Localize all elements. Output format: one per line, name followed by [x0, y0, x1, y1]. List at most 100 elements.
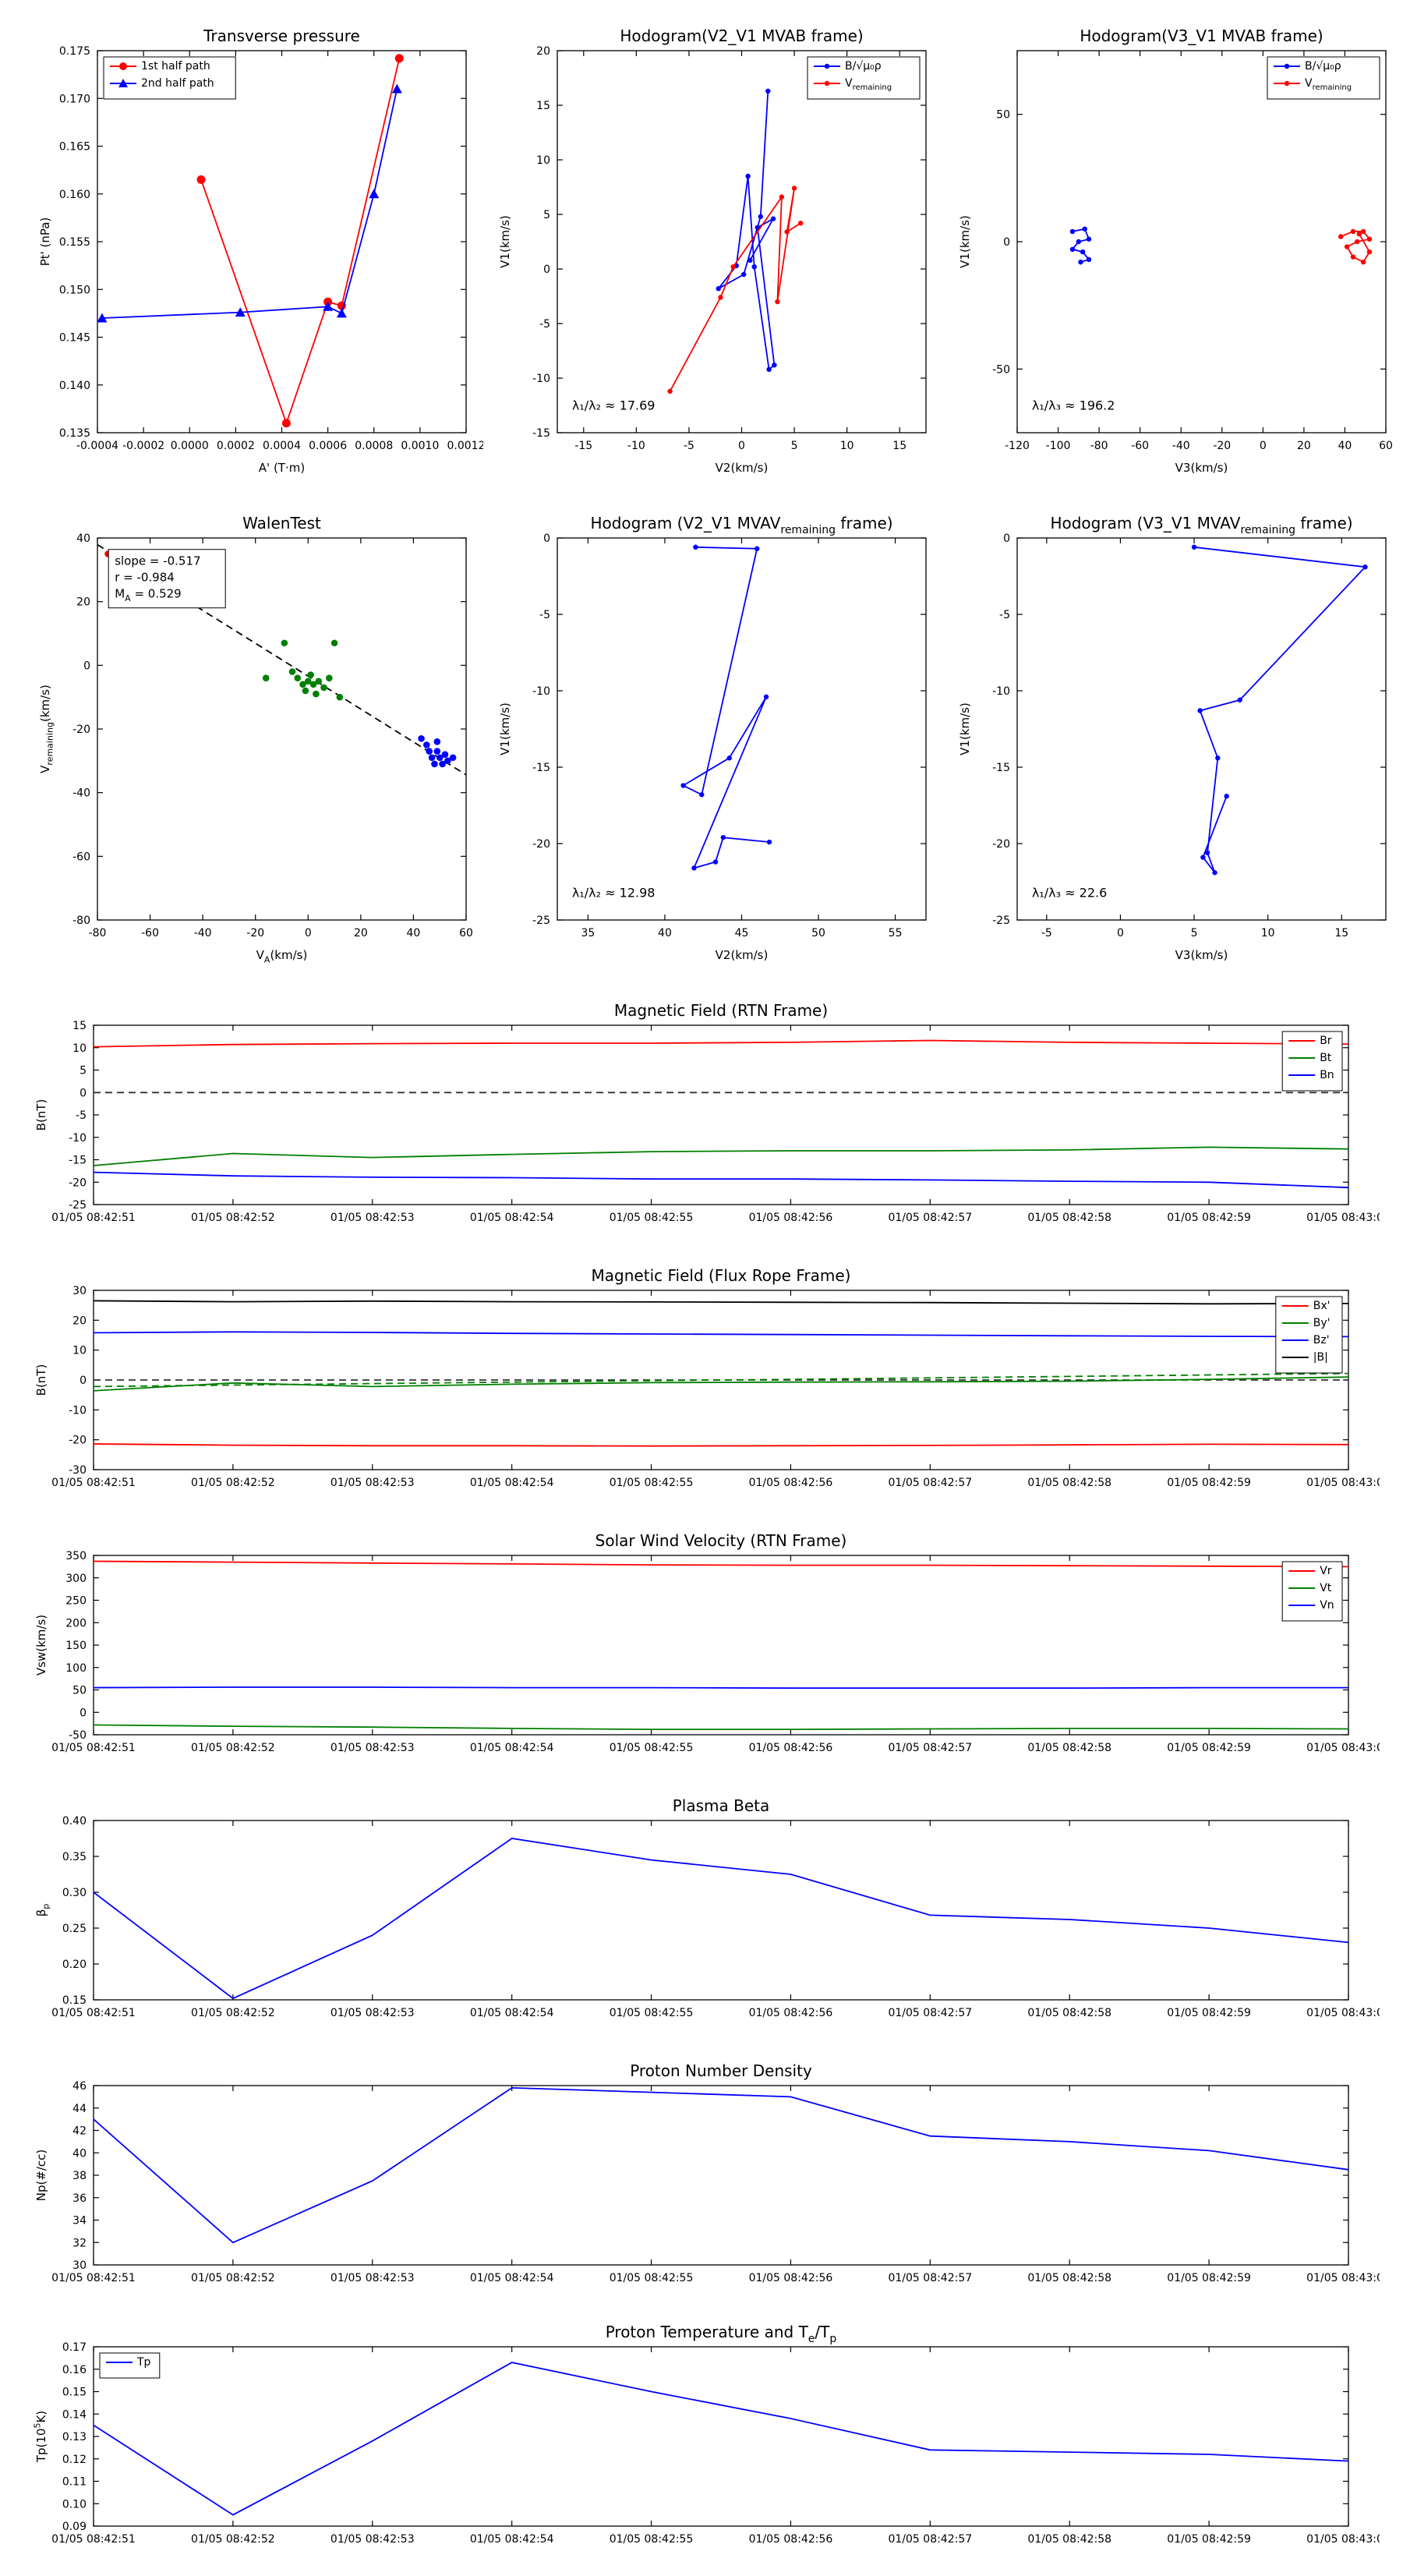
y-tick-label: 0.135 — [59, 427, 90, 440]
y-tick-label: -15 — [992, 762, 1010, 774]
y-tick-label: -40 — [72, 787, 90, 800]
axes-frame — [93, 2085, 1349, 2266]
y-tick-label: 20 — [536, 45, 550, 58]
x-tick-label: 01/05 08:42:58 — [1027, 1212, 1111, 1224]
x-tick-label: 01/05 08:42:51 — [51, 1742, 136, 1754]
legend-label: Tp — [136, 2356, 151, 2369]
y-tick-label: 0.140 — [59, 380, 90, 392]
series-Tp — [93, 2362, 1349, 2516]
x-tick-label: 01/05 08:42:52 — [191, 2533, 275, 2546]
x-tick-label: 01/05 08:42:55 — [610, 1212, 694, 1224]
x-tick-label: 01/05 08:42:56 — [749, 2533, 833, 2546]
chart-svg-proton-density: Proton Number Density 01/05 08:42:51 01/05… — [34, 2061, 1391, 2284]
y-axis-label: Vremaining(km/s) — [38, 685, 55, 773]
x-tick-label: 01/05 08:42:54 — [470, 1742, 554, 1754]
y-tick-label: 20 — [72, 1315, 87, 1327]
x-tick-label: -80 — [89, 927, 107, 939]
y-tick-label: 0.160 — [59, 189, 90, 201]
x-tick-label: 01/05 08:42:55 — [610, 2272, 694, 2284]
annotation: λ₁/λ₂ ≈ 12.98 — [572, 886, 656, 901]
x-tick-label: 01/05 08:42:55 — [610, 2533, 694, 2546]
series-B/√μ₀ρ — [718, 90, 776, 371]
chart-svg-proton-temp: Proton Temperature and Te/Tp 01/05 08:42:… — [32, 2323, 1391, 2546]
chart-svg-hodogram-v2v1-mvav: Hodogram (V2_V1 MVAVremaining frame) 35 40… — [498, 514, 927, 962]
axes-frame — [93, 1024, 1349, 1205]
chart-proton-density: Proton Number Density 01/05 08:42:51 01/05… — [23, 2051, 1391, 2312]
x-tick-label: 01/05 08:42:59 — [1167, 1477, 1251, 1489]
x-tick-label: -20 — [1213, 440, 1231, 452]
x-tick-label: 01/05 08:42:52 — [191, 1742, 275, 1754]
chart-transverse-pressure: Transverse pressure -0.0004 -0.0002 0.0000 0… — [23, 12, 486, 491]
y-tick-label: -50 — [69, 1729, 87, 1742]
y-tick-label: 0 — [1003, 533, 1010, 545]
x-tick-label: 01/05 08:42:59 — [1167, 1212, 1251, 1224]
x-tick-label: 01/05 08:43:00 — [1306, 2007, 1380, 2019]
y-tick-label: 0.14 — [62, 2408, 87, 2421]
x-tick-label: -40 — [194, 927, 212, 939]
y-tick-label: -50 — [992, 363, 1010, 376]
y-tick-label: 10 — [72, 1345, 87, 1357]
legend-label: 2nd half path — [141, 77, 214, 90]
y-tick-label: -5 — [539, 318, 550, 331]
series-Bn — [93, 1171, 1349, 1189]
legend-label: Vt — [1320, 1582, 1332, 1594]
axes-frame — [97, 50, 467, 433]
y-tick-label: -20 — [69, 1435, 87, 1447]
x-tick-label: 01/05 08:42:57 — [888, 2007, 972, 2019]
legend-label: B/√μ₀ρ — [845, 60, 882, 73]
x-tick-label: 0.0000 — [171, 440, 209, 452]
y-tick-label: 200 — [65, 1617, 87, 1629]
x-tick-label: 40 — [407, 927, 421, 939]
x-tick-label: 01/05 08:42:54 — [470, 2272, 554, 2284]
y-tick-label: 0.150 — [59, 284, 90, 296]
annotation: λ₁/λ₂ ≈ 17.69 — [572, 398, 656, 413]
chart-title: Hodogram (V2_V1 MVAVremaining frame) — [590, 514, 892, 536]
y-tick-label: 0.11 — [62, 2476, 87, 2489]
series-Br — [93, 1039, 1349, 1048]
x-tick-label: 01/05 08:42:59 — [1167, 2533, 1251, 2546]
x-tick-label: 01/05 08:42:59 — [1167, 2272, 1251, 2284]
x-tick-label: 15 — [892, 440, 906, 452]
x-tick-label: 01/05 08:42:53 — [330, 1477, 415, 1489]
x-tick-label: -0.0002 — [122, 440, 164, 452]
annotation: λ₁/λ₃ ≈ 22.6 — [1032, 886, 1107, 901]
y-tick-label: 250 — [65, 1595, 87, 1608]
legend-label: Vr — [1320, 1565, 1332, 1577]
x-tick-label: -120 — [1005, 440, 1030, 452]
x-tick-label: 20 — [1297, 440, 1311, 452]
y-tick-label: -10 — [532, 685, 550, 698]
axes-frame — [93, 2346, 1349, 2527]
y-tick-label: -10 — [992, 685, 1010, 698]
y-axis-label: Np(#/cc) — [34, 2150, 48, 2202]
series-V_{remaining} — [1340, 230, 1371, 264]
x-tick-label: 01/05 08:43:00 — [1306, 1212, 1380, 1224]
chart-svg-pressure: Transverse pressure -0.0004 -0.0002 0.0000 0… — [38, 27, 486, 475]
chart-svg-walen-test: WalenTest -80 -60 -40 -20 0 20 40 60 -80 -60 -40 -20… — [38, 514, 473, 965]
y-axis-label: B(nT) — [34, 1099, 48, 1131]
legend-label: Bx' — [1313, 1300, 1331, 1312]
y-tick-label: 0.175 — [59, 45, 90, 58]
legend-box — [1275, 1296, 1343, 1374]
x-tick-label: 01/05 08:42:58 — [1027, 1742, 1111, 1754]
x-tick-label: 01/05 08:42:58 — [1027, 2533, 1111, 2546]
x-tick-label: 0.0010 — [401, 440, 439, 452]
chart-svg-hodogram-v3v1-mvav: Hodogram (V3_V1 MVAVremaining frame) -5 0 5… — [958, 514, 1387, 962]
x-tick-label: 0.0008 — [355, 440, 393, 452]
y-tick-label: 38 — [72, 2170, 87, 2182]
x-tick-label: 01/05 08:42:51 — [51, 2272, 136, 2284]
y-tick-label: 0.10 — [62, 2498, 87, 2511]
y-tick-label: -20 — [532, 838, 550, 851]
series-Vr — [93, 1560, 1349, 1568]
chart-hodogram-v3v1-mvav: Hodogram (V3_V1 MVAVremaining frame) -5 0 5… — [943, 499, 1403, 978]
x-tick-label: 01/05 08:42:51 — [51, 2533, 136, 2546]
y-tick-label: 0 — [80, 1707, 87, 1719]
legend-label: Vn — [1320, 1599, 1334, 1612]
y-tick-label: 50 — [72, 1685, 87, 1697]
x-tick-label: 01/05 08:42:51 — [51, 1477, 136, 1489]
legend-label: B/√μ₀ρ — [1305, 60, 1341, 73]
x-tick-label: 01/05 08:42:54 — [470, 1212, 554, 1224]
legend-label: Vremaining — [845, 77, 892, 92]
x-tick-label: 01/05 08:42:57 — [888, 2533, 972, 2546]
y-tick-label: 0 — [83, 660, 90, 672]
